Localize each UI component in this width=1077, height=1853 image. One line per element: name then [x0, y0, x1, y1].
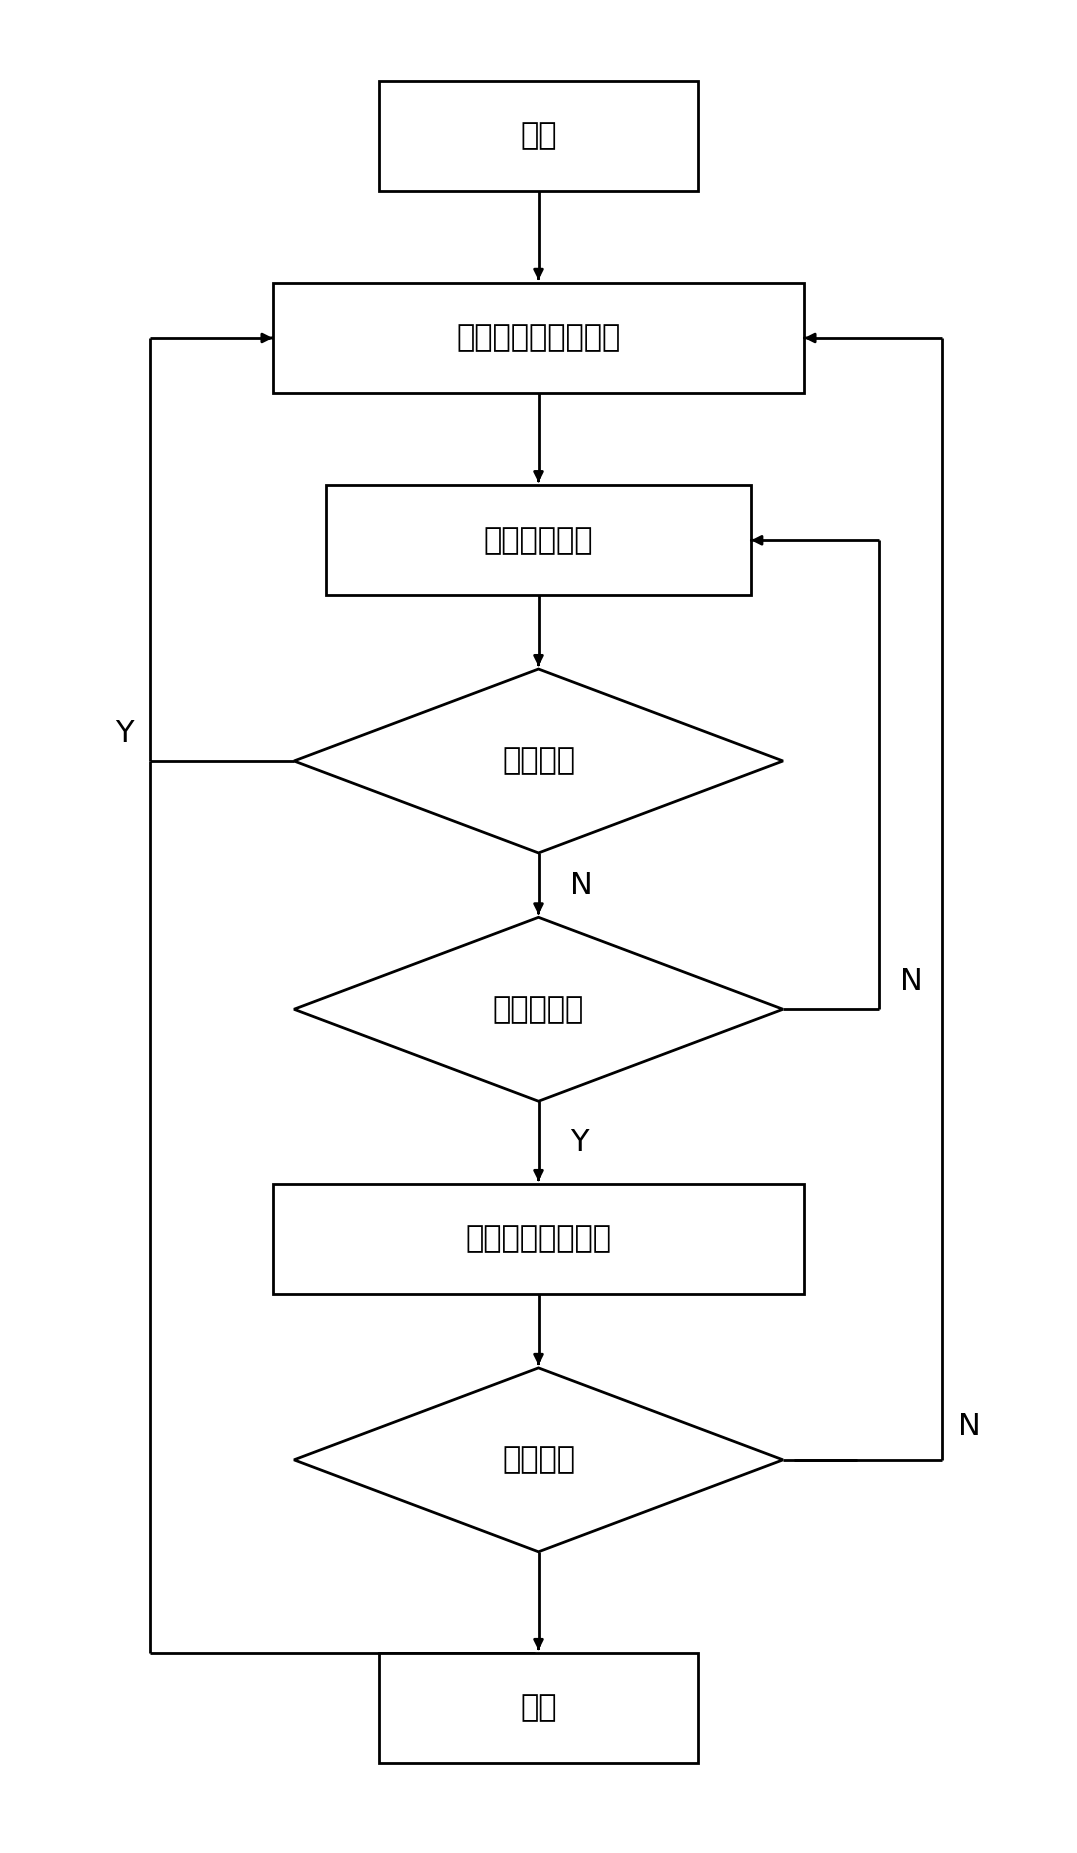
Text: 结束: 结束	[520, 1694, 557, 1723]
Text: N: N	[900, 967, 923, 997]
Polygon shape	[294, 917, 783, 1101]
Text: Y: Y	[114, 719, 134, 749]
Bar	[272, 284, 805, 393]
Text: 局部避障路径规划: 局部避障路径规划	[465, 1225, 612, 1254]
Text: 开始: 开始	[520, 120, 557, 150]
Text: N: N	[959, 1412, 981, 1442]
Text: 向目标点运动: 向目标点运动	[484, 526, 593, 554]
Text: 达到目标: 达到目标	[502, 1445, 575, 1475]
Bar	[379, 80, 698, 191]
Text: Y: Y	[571, 1128, 589, 1156]
Text: 达到目标: 达到目标	[502, 747, 575, 775]
Text: N: N	[571, 871, 593, 899]
Text: 碰到障碍物: 碰到障碍物	[493, 995, 584, 1023]
Text: 全局栅格法路径规划: 全局栅格法路径规划	[457, 324, 620, 352]
Polygon shape	[294, 669, 783, 852]
Bar	[272, 1184, 805, 1295]
Bar	[326, 485, 751, 595]
Bar	[379, 1653, 698, 1764]
Polygon shape	[294, 1368, 783, 1551]
